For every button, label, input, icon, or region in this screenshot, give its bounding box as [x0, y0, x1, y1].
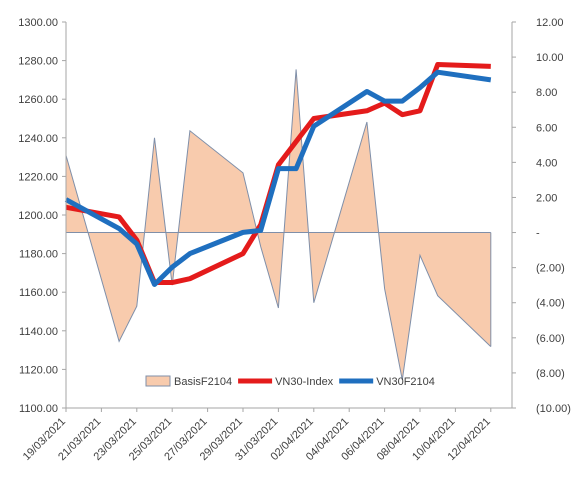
- basisf2104-legend-swatch: [145, 375, 171, 387]
- left-axis-tick-labels: 1100.00 1120.00 1140.00 1160.00 1180.00 1200.…: [18, 17, 58, 415]
- right-axis-tick-label: 12.00: [536, 17, 564, 29]
- left-axis-tick-label: 1300.00: [18, 17, 58, 29]
- right-axis-tick-label: (6.00): [536, 333, 565, 345]
- left-axis-tick-label: 1280.00: [18, 56, 58, 68]
- left-axis-tick-label: 1220.00: [18, 171, 58, 183]
- right-axis-tick-labels: (10.00) (8.00) (6.00) (4.00) (2.00) - 2.00 4.00…: [536, 17, 571, 415]
- line-series-layer: [64, 61, 492, 287]
- right-axis-tick-label: (4.00): [536, 298, 565, 310]
- right-axis-tick-label: 8.00: [536, 87, 557, 99]
- right-axis-tick-label: 6.00: [536, 122, 557, 134]
- left-axis-tick-label: 1100.00: [19, 403, 58, 415]
- left-axis-tick-label: 1140.00: [19, 326, 58, 338]
- right-axis-tick-label: -: [536, 228, 540, 240]
- axes: [62, 21, 516, 412]
- right-axis-tick-label: 2.00: [536, 192, 557, 204]
- right-axis-tick-label: (2.00): [536, 263, 565, 275]
- left-axis-tick-label: 1260.00: [18, 94, 58, 106]
- right-axis-tick-label: (10.00): [536, 403, 571, 415]
- basis-area-fill: [66, 69, 491, 380]
- vn30f2104-legend-label: VN30F2104: [376, 376, 435, 388]
- left-axis-tick-label: 1240.00: [18, 133, 58, 145]
- left-axis-tick-label: 1180.00: [19, 249, 58, 261]
- left-axis-tick-label: 1120.00: [19, 364, 58, 376]
- left-axis-tick-label: 1160.00: [19, 287, 58, 299]
- basis-area-layer: [65, 69, 492, 381]
- vn30-index-legend-label: VN30-Index: [275, 376, 334, 388]
- basisf2104-legend-label: BasisF2104: [174, 376, 232, 388]
- zero-baseline: [66, 232, 492, 347]
- right-axis-tick-label: 4.00: [536, 157, 557, 169]
- right-axis-tick-label: 10.00: [536, 52, 564, 64]
- right-axis-tick-label: (8.00): [536, 368, 565, 380]
- left-axis-tick-label: 1200.00: [18, 210, 58, 222]
- basis-area-edge: [65, 69, 492, 381]
- x-axis-tick-labels: 19/03/202121/03/202123/03/202125/03/2021…: [21, 416, 493, 463]
- legend: BasisF2104 VN30-Index VN30F2104: [145, 375, 435, 388]
- vn30f2104-line: [64, 69, 492, 287]
